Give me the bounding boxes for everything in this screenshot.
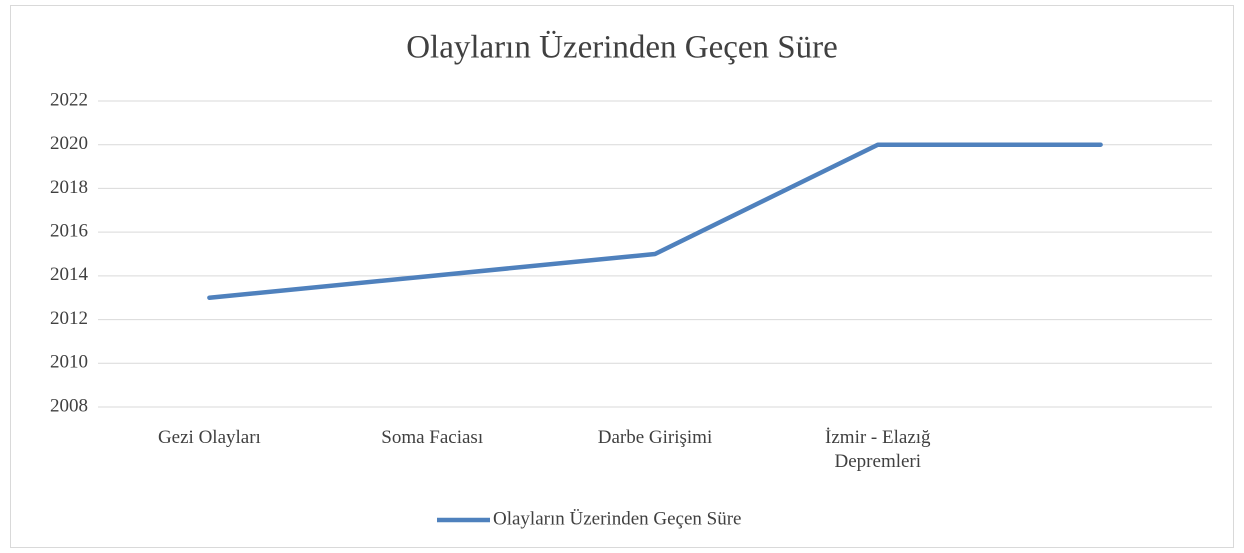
legend-label: Olayların Üzerinden Geçen Süre (493, 508, 741, 529)
x-tick-label: Soma Faciası (381, 427, 484, 448)
y-tick-label: 2010 (50, 352, 88, 373)
chart-border (10, 5, 1234, 548)
line-series (207, 142, 1103, 300)
y-tick-label: 2014 (50, 264, 89, 285)
y-tick-label: 2018 (50, 177, 88, 198)
x-tick-label: Darbe Girişimi (597, 427, 713, 448)
chart-title: Olayların Üzerinden Geçen Süre (406, 30, 838, 66)
y-tick-label: 2022 (50, 89, 88, 110)
y-tick-label: 2016 (50, 221, 88, 242)
x-tick-label: Gezi Olayları (157, 427, 261, 448)
y-tick-label: 2020 (50, 133, 88, 154)
y-tick-label: 2012 (50, 308, 88, 329)
y-tick-label: 2008 (50, 395, 88, 416)
x-tick-label: İzmir - Elazığ Depremleri (825, 427, 931, 472)
